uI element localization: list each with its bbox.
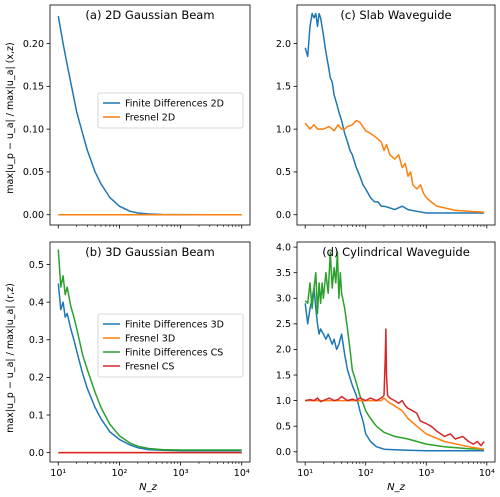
series-group-c bbox=[304, 12, 485, 214]
plot-frame-d bbox=[296, 241, 496, 463]
ytick-label-b-0: 0.0 bbox=[29, 448, 44, 459]
series-line-b-0 bbox=[57, 283, 242, 452]
xtick-label-d-0: 10¹ bbox=[297, 468, 313, 479]
series-group-b bbox=[57, 249, 242, 454]
xtick-label-b-3: 10⁴ bbox=[234, 468, 250, 479]
ylabel-bottom-group: max|u_p − u_a| / max|u_a| (r,z) bbox=[5, 283, 16, 433]
xtick-label-b-2: 10³ bbox=[173, 468, 189, 479]
ytick-label-a-0: 0.00 bbox=[23, 210, 44, 221]
legend-label-a-1: Fresnel 2D bbox=[125, 112, 175, 123]
legend-b: Finite Differences 3D Fresnel 3D Finite Di… bbox=[97, 313, 244, 378]
series-line-c-1 bbox=[304, 119, 485, 213]
ytick-label-b-4: 0.4 bbox=[29, 297, 44, 308]
ytick-label-c-2: 1.0 bbox=[276, 124, 291, 135]
chart-title-d: (d) Cylindrical Waveguide bbox=[322, 245, 470, 259]
series-line-d-3 bbox=[305, 328, 485, 447]
panel-c: 0.0 0.5 1.0 1.5 2.0 (c) Slab Waveguide bbox=[276, 4, 496, 229]
ytick-label-c-4: 2.0 bbox=[276, 39, 291, 50]
series-line-d-1 bbox=[304, 251, 485, 450]
plot-frame-c bbox=[296, 4, 496, 226]
series-group-a bbox=[57, 15, 242, 216]
series-line-b-2 bbox=[57, 249, 242, 451]
ytick-label-b-3: 0.3 bbox=[29, 335, 44, 346]
series-line-d-0 bbox=[304, 287, 485, 452]
ytick-label-b-5: 0.5 bbox=[29, 260, 44, 271]
ylabel-top-group: max|u_p − u_a| / max|u_a| (x,z) bbox=[5, 42, 16, 194]
ytick-label-d-7: 3.5 bbox=[276, 268, 291, 279]
ytick-label-a-2: 0.10 bbox=[23, 124, 44, 135]
legend-a: Finite Differences 2D Fresnel 2D bbox=[97, 92, 244, 129]
ytick-label-a-1: 0.05 bbox=[23, 167, 44, 178]
plot-frame-b bbox=[49, 241, 251, 463]
legend-label-b-2: Finite Differences CS bbox=[125, 347, 223, 358]
plot-frame-a bbox=[49, 4, 251, 226]
xtick-label-b-0: 10¹ bbox=[50, 468, 66, 479]
chart-title-a: (a) 2D Gaussian Beam bbox=[85, 8, 214, 22]
xtick-label-d-2: 10³ bbox=[418, 468, 434, 479]
legend-label-a-0: Finite Differences 2D bbox=[125, 98, 224, 109]
ytick-label-b-1: 0.1 bbox=[29, 410, 44, 421]
xtick-label-d-1: 10² bbox=[358, 468, 374, 479]
xlabel-left: N_z bbox=[139, 482, 157, 493]
ytick-label-c-1: 0.5 bbox=[276, 167, 291, 178]
xtick-label-b-1: 10² bbox=[111, 468, 127, 479]
legend-label-b-3: Fresnel CS bbox=[125, 361, 174, 372]
legend-label-b-0: Finite Differences 3D bbox=[125, 319, 224, 330]
legend-box-a bbox=[97, 92, 244, 129]
ytick-label-c-0: 0.0 bbox=[276, 210, 291, 221]
ytick-label-d-4: 2.0 bbox=[276, 345, 291, 356]
xtick-label-d-3: 10⁴ bbox=[479, 468, 495, 479]
ytick-label-a-4: 0.20 bbox=[23, 39, 44, 50]
ytick-label-b-2: 0.2 bbox=[29, 373, 44, 384]
ylabel-top: max|u_p − u_a| / max|u_a| (x,z) bbox=[5, 42, 16, 194]
xlabel-right: N_z bbox=[387, 482, 405, 493]
series-line-c-0 bbox=[304, 12, 485, 214]
ytick-label-a-3: 0.15 bbox=[23, 82, 44, 93]
ytick-label-d-8: 4.0 bbox=[276, 242, 291, 253]
ytick-label-d-5: 2.5 bbox=[276, 319, 291, 330]
ytick-label-d-2: 1.0 bbox=[276, 396, 291, 407]
chart-title-b: (b) 3D Gaussian Beam bbox=[85, 245, 214, 259]
chart-title-c: (c) Slab Waveguide bbox=[340, 8, 451, 22]
legend-box-b bbox=[97, 313, 244, 378]
ytick-label-d-0: 0.0 bbox=[276, 447, 291, 458]
ytick-label-d-3: 1.5 bbox=[276, 370, 291, 381]
ytick-label-d-6: 3.0 bbox=[276, 294, 291, 305]
panel-b: 0.0 0.1 0.2 0.3 0.4 0.5 10¹ 10² 10³ 10⁴ (b) 3D Gau… bbox=[29, 241, 251, 479]
ytick-label-d-1: 0.5 bbox=[276, 421, 291, 432]
series-line-d-2 bbox=[305, 397, 485, 450]
panel-d: 0.0 0.5 1.0 1.5 2.0 2.5 3.0 3.5 4.0 10¹ 10² 10³ 10⁴ (… bbox=[276, 241, 496, 479]
ytick-label-c-3: 1.5 bbox=[276, 82, 291, 93]
ylabel-bottom: max|u_p − u_a| / max|u_a| (r,z) bbox=[5, 283, 16, 433]
series-group-d bbox=[304, 251, 485, 452]
legend-label-b-1: Fresnel 3D bbox=[125, 333, 175, 344]
panel-a: 0.00 0.05 0.10 0.15 0.20 (a) 2D Gaussian Beam… bbox=[23, 4, 251, 229]
